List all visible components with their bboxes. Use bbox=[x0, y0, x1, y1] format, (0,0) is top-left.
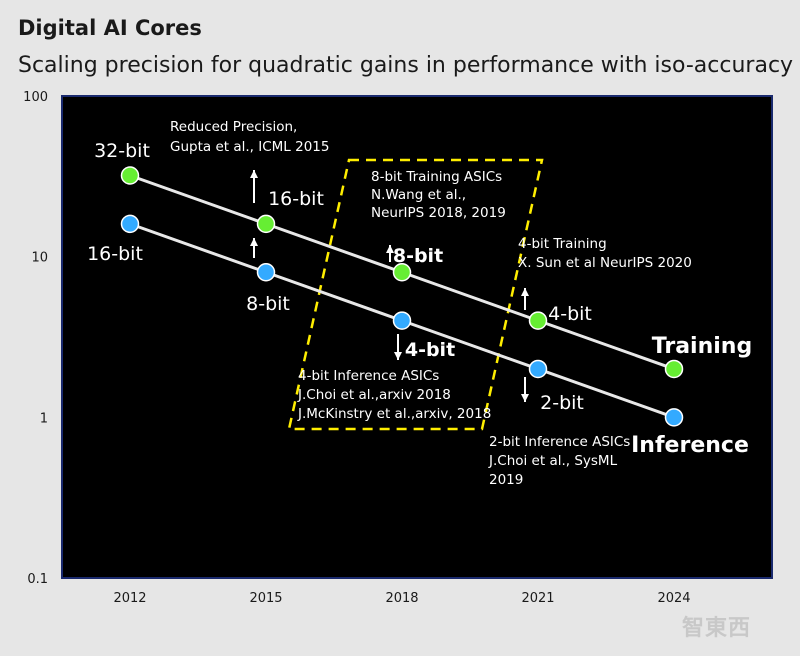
watermark-logo: 智東西 bbox=[682, 616, 752, 641]
x-tick-label: 2015 bbox=[249, 591, 282, 606]
annotation-text: J.Choi et al.,arxiv 2018 bbox=[297, 387, 451, 403]
data-point-inference bbox=[120, 214, 140, 234]
arrow-head bbox=[250, 238, 258, 246]
arrow-head bbox=[521, 394, 529, 402]
annotation-text: J.McKinstry et al.,arxiv, 2018 bbox=[297, 406, 491, 422]
annotation-text: 2-bit Inference ASICs bbox=[489, 434, 630, 450]
point-label: 16-bit bbox=[268, 188, 324, 210]
arrow-head bbox=[386, 245, 394, 253]
data-point-inference bbox=[528, 359, 548, 379]
annotation-text: 4-bit Training bbox=[518, 236, 607, 252]
point-label: 8-bit bbox=[393, 245, 443, 267]
point-label: 4-bit bbox=[405, 339, 455, 361]
x-tick-label: 2018 bbox=[385, 591, 418, 606]
arrow-head bbox=[394, 352, 402, 360]
annotation-text: X. Sun et al NeurIPS 2020 bbox=[518, 255, 692, 271]
point-label: 16-bit bbox=[87, 243, 143, 265]
x-tick-label: 2021 bbox=[521, 591, 554, 606]
page-title: Digital AI Cores bbox=[18, 16, 202, 40]
y-tick-label: 1 bbox=[40, 411, 48, 426]
annotation-text: 2019 bbox=[489, 472, 523, 488]
highlight-box bbox=[287, 158, 544, 431]
x-tick-label: 2012 bbox=[113, 591, 146, 606]
data-point-training bbox=[528, 311, 548, 330]
page-subtitle: Scaling precision for quadratic gains in… bbox=[18, 53, 794, 78]
arrow-head bbox=[521, 288, 529, 296]
series-label-training: Training bbox=[652, 334, 752, 359]
annotation-text: Reduced Precision, bbox=[170, 119, 297, 135]
point-label: 2-bit bbox=[540, 392, 584, 414]
series-label-inference: Inference bbox=[631, 433, 749, 458]
annotation-text: N.Wang et al., bbox=[371, 187, 466, 203]
annotation-text: 8-bit Training ASICs bbox=[371, 169, 502, 185]
data-point-training bbox=[120, 166, 140, 185]
data-point-training bbox=[392, 262, 412, 282]
data-point-inference bbox=[664, 408, 684, 427]
annotation-text: NeurIPS 2018, 2019 bbox=[371, 205, 506, 221]
x-tick-label: 2024 bbox=[657, 591, 690, 606]
y-tick-label: 100 bbox=[23, 90, 48, 105]
data-point-training bbox=[256, 214, 276, 234]
y-tick-label: 0.1 bbox=[27, 572, 48, 587]
data-point-inference bbox=[392, 311, 412, 330]
point-label: 4-bit bbox=[548, 303, 592, 325]
annotation-text: 4-bit Inference ASICs bbox=[298, 368, 439, 384]
annotation-text: Gupta et al., ICML 2015 bbox=[170, 139, 329, 155]
data-point-training bbox=[664, 359, 684, 379]
plot-area bbox=[61, 95, 773, 579]
point-label: 32-bit bbox=[94, 140, 150, 162]
annotation-text: J.Choi et al., SysML bbox=[488, 453, 618, 469]
arrow-head bbox=[250, 170, 258, 178]
point-label: 8-bit bbox=[246, 293, 290, 315]
y-tick-label: 10 bbox=[31, 251, 48, 266]
data-point-inference bbox=[256, 262, 276, 282]
